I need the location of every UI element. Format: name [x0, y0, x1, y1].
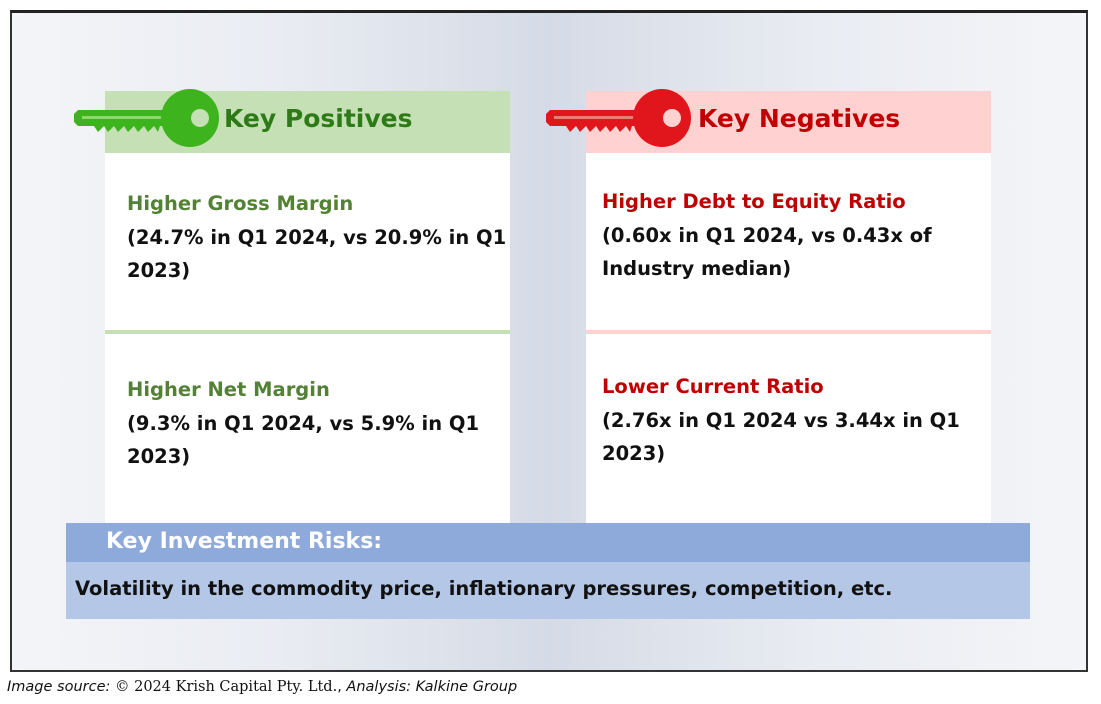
positives-header-title: Key Positives	[224, 104, 413, 133]
negatives-panel	[586, 91, 991, 523]
investment-risks-title: Key Investment Risks:	[106, 529, 383, 554]
positives-panel	[105, 91, 510, 523]
investment-risks-text: Volatility in the commodity price, infla…	[75, 577, 893, 600]
positives-divider	[105, 330, 510, 334]
image-source-caption: Image source: © 2024 Krish Capital Pty. …	[7, 679, 517, 695]
red-key-icon	[546, 89, 691, 147]
negative-item-detail-line: (2.76x in Q1 2024 vs 3.44x in Q1	[602, 409, 960, 432]
investment-risks-header: Key Investment Risks:	[66, 523, 1030, 562]
investment-risks-body: Volatility in the commodity price, infla…	[66, 562, 1030, 619]
negative-item-detail-line: 2023)	[602, 442, 666, 465]
green-key-icon	[74, 89, 219, 147]
positive-item-detail-line: (24.7% in Q1 2024, vs 20.9% in Q1	[127, 226, 507, 249]
positive-item-detail-line: (9.3% in Q1 2024, vs 5.9% in Q1	[127, 412, 480, 435]
negative-item-title: Lower Current Ratio	[602, 375, 824, 398]
positive-item-title: Higher Gross Margin	[127, 192, 354, 215]
negatives-divider	[586, 330, 991, 334]
source-name: © 2024 Krish Capital Pty. Ltd.	[115, 679, 338, 695]
positive-item-title: Higher Net Margin	[127, 378, 330, 401]
positive-item-detail-line: 2023)	[127, 445, 191, 468]
analysis-credit: Analysis: Kalkine Group	[346, 679, 518, 695]
negatives-header-title: Key Negatives	[698, 104, 901, 133]
negative-item-detail-line: Industry median)	[602, 257, 792, 280]
negative-item-detail-line: (0.60x in Q1 2024, vs 0.43x of	[602, 224, 932, 247]
negative-item-title: Higher Debt to Equity Ratio	[602, 190, 906, 213]
caption-separator: ,	[337, 679, 347, 695]
source-prefix: Image source:	[7, 679, 115, 695]
positive-item-detail-line: 2023)	[127, 259, 191, 282]
